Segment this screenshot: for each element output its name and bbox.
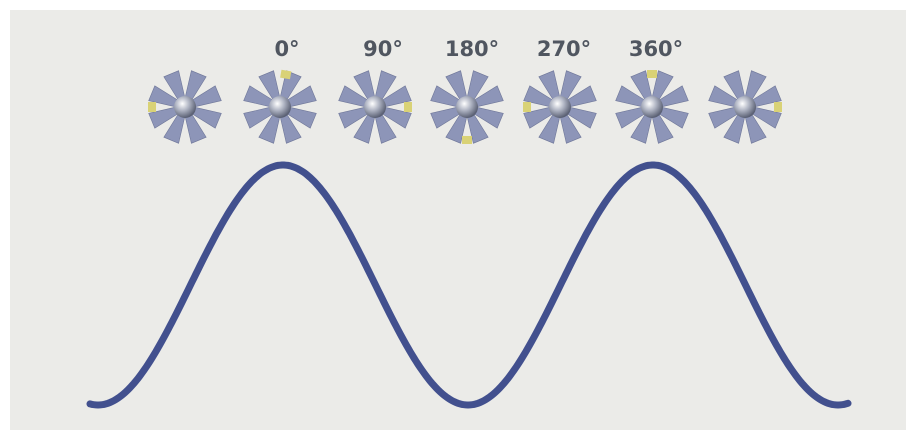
marker-dot [404,102,412,112]
hub [269,96,291,118]
marker-dot [148,102,156,112]
wave [86,161,852,409]
angle-label: 270° [537,37,591,61]
wheel [338,70,412,144]
hub [734,96,756,118]
marker-dot [523,102,531,112]
hub [549,96,571,118]
angle-label: 90° [363,37,403,61]
wheel [523,70,597,144]
wheel [708,70,782,144]
angle-label: 360° [629,37,683,61]
hub [456,96,478,118]
angle-labels: 0° 90° 180° 270° 360° [274,37,683,61]
wheel [243,69,317,144]
wheel [148,70,222,144]
angle-label: 0° [274,37,299,61]
marker-dot [647,70,657,78]
marker-dot [280,69,292,80]
hub [174,96,196,118]
wheel [430,70,504,144]
marker-dot [462,136,472,144]
hub [364,96,386,118]
marker-dot [774,102,782,112]
wheel [615,70,689,144]
wheels [148,69,782,144]
hub [641,96,663,118]
angle-label: 180° [445,37,499,61]
